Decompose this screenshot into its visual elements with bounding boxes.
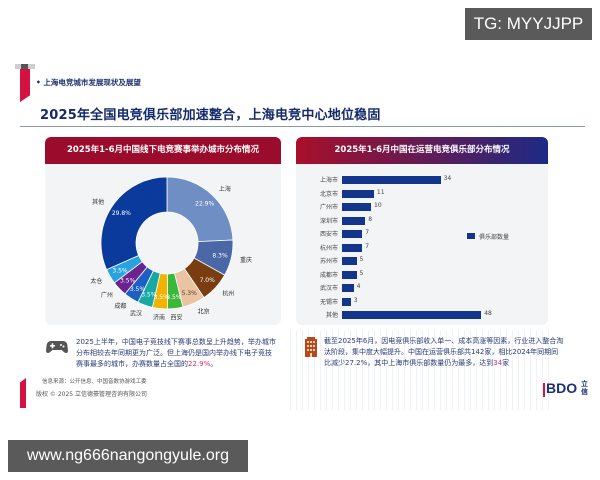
donut-chart: 22.9% 上海 8.3% 重庆 7.0% 杭州 5.3% 北京 3.5% 西安 3.5% 济南 3.5… [90, 176, 252, 322]
slice-percent-label: 7.0% [200, 277, 216, 284]
bar-chart: 上海市 34 北京市 11 广州市 10 深圳市 8 西安市 7 杭州市 7 苏州市 5 成都市 5 武汉市 4 无… [296, 164, 548, 325]
right-note-highlight: 34 [493, 359, 503, 367]
bar-category-label: 北京市 [319, 190, 338, 198]
bar-category-label: 其他 [325, 312, 338, 319]
ribbon-cap-dark [21, 64, 28, 69]
right-note-end: 家 [502, 359, 510, 367]
bar [342, 284, 354, 292]
bar-chart-title: 2025年1-6月中国在运营电竞俱乐部分布情况 [296, 137, 548, 164]
building-icon [305, 337, 317, 357]
slice-percent-label: 3.5% [166, 294, 182, 301]
bar [342, 243, 363, 252]
slice-category-label: 济南 [153, 314, 165, 322]
bar-category-label: 杭州市 [319, 244, 338, 252]
bar-value-label: 8 [368, 215, 373, 223]
slice-percent-label: 3.5% [141, 291, 157, 298]
left-note: 2025上半年，中国电子竞技线下赛事总数呈上升趋势，举办城市分布相较去年同期更为… [76, 337, 276, 370]
left-note-text: 2025上半年，中国电子竞技线下赛事总数呈上升趋势，举办城市分布相较去年同期更为… [76, 338, 276, 368]
donut-chart-title: 2025年1-6月中国线下电竞赛事举办城市分布情况 [45, 137, 281, 164]
right-note-text: 截至2025年6月，因电竞俱乐部收入单一、成本高涨等因素，行业进入整合淘汰阶段，… [324, 337, 564, 367]
left-note-highlight: 22.9% [188, 360, 211, 368]
bar-value-label: 5 [359, 256, 364, 263]
slice-percent-label: 8.3% [212, 253, 228, 260]
footer-accent [20, 378, 26, 408]
slice-percent-label: 22.9% [195, 201, 214, 208]
watermark-url: www.ng666nangongyule.org [8, 440, 248, 472]
bar [342, 311, 482, 319]
slice-category-label: 北京 [198, 307, 210, 315]
slice-percent-label: 3.5% [130, 286, 146, 293]
slice-category-label: 重庆 [240, 256, 252, 264]
bdo-logo-cn: 立信 [581, 380, 588, 396]
slice-category-label: 成都 [114, 302, 126, 310]
bar-value-label: 34 [443, 175, 452, 182]
bar-category-label: 无锡市 [319, 298, 338, 306]
bar-value-label: 48 [484, 310, 492, 317]
bar [342, 230, 363, 238]
bdo-logo: BDO [546, 380, 578, 396]
slice-percent-label: 3.5% [154, 294, 170, 301]
gamepad-icon [46, 341, 68, 353]
left-note-end: 。 [210, 360, 218, 368]
slice-category-label: 西安 [170, 313, 182, 321]
bar [342, 189, 374, 198]
bar [342, 257, 357, 265]
bar-value-label: 3 [353, 296, 358, 304]
bar [342, 176, 441, 184]
logo-accent [543, 383, 545, 397]
bar-value-label: 5 [359, 269, 364, 277]
bookmark-ribbon-icon [20, 69, 30, 102]
donut-slice [100, 176, 168, 271]
bar [342, 270, 357, 279]
bar [342, 203, 371, 211]
watermark-tg: TG: MYYJJPP [465, 8, 592, 40]
legend-swatch [467, 233, 475, 239]
slice-percent-label: 5.3% [182, 290, 198, 297]
slice-percent-label: 3.5% [112, 268, 128, 275]
bar-value-label: 7 [365, 242, 370, 250]
bar-value-label: 4 [356, 283, 361, 290]
slice-percent-label: 29.8% [112, 210, 131, 217]
slice-percent-label: 3.5% [120, 278, 136, 285]
bar-category-label: 成都市 [319, 271, 338, 279]
bar-value-label: 10 [374, 202, 382, 209]
bar-value-label: 7 [365, 229, 370, 236]
bar-category-label: 西安市 [319, 231, 338, 238]
source-note: 信息来源：公开信息、中国音数协游戏工委 [42, 379, 147, 385]
bar-category-label: 苏州市 [319, 258, 338, 265]
bar [342, 216, 366, 225]
slice-category-label: 其他 [92, 198, 104, 206]
bar-value-label: 11 [376, 188, 385, 196]
page-title: 2025年全国电竞俱乐部加速整合，上海电竞中心地位稳固 [40, 108, 381, 123]
bar-category-label: 深圳市 [319, 217, 338, 225]
bar-category-label: 上海市 [319, 177, 338, 184]
right-note: 截至2025年6月，因电竞俱乐部收入单一、成本高涨等因素，行业进入整合淘汰阶段，… [324, 336, 564, 369]
slice-category-label: 上海 [219, 185, 231, 193]
bar-category-label: 广州市 [319, 204, 338, 211]
bar [342, 297, 351, 306]
city-skyline-decoration [290, 330, 550, 410]
bar-chart-panel: 2025年1-6月中国在运营电竞俱乐部分布情况 [296, 137, 548, 325]
bar-category-label: 武汉市 [319, 285, 338, 292]
section-subtitle: • 上海电竞城市发展现状及展望 [36, 78, 141, 87]
slice-category-label: 杭州 [222, 290, 234, 298]
copyright: 版权 © 2025 立信德豪管理咨询有限公司 [36, 391, 147, 398]
slice-category-label: 武汉 [130, 310, 142, 318]
slice-category-label: 广州 [101, 291, 113, 299]
slice-category-label: 太仓 [90, 277, 102, 285]
legend-label: 俱乐部数量 [479, 234, 510, 241]
title-divider [20, 126, 585, 127]
